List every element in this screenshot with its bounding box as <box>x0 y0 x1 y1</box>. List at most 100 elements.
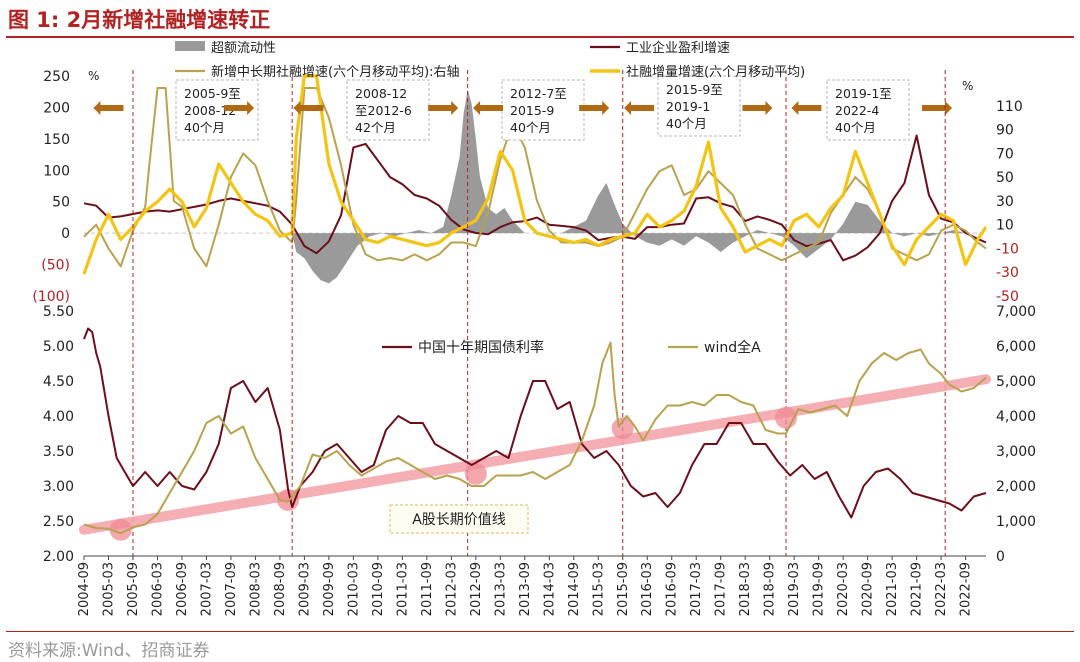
period-box-line: 2008-12 <box>184 103 236 118</box>
right-arrow-icon <box>579 101 610 115</box>
top-right-tick: 30 <box>996 194 1014 210</box>
period-box-line: 40个月 <box>184 120 225 135</box>
period-box-line: 42个月 <box>355 120 396 135</box>
x-tick-label: 2006-09 <box>175 562 190 616</box>
x-tick-label: 2017-09 <box>714 562 729 616</box>
bottom-left-tick: 3.00 <box>43 479 74 495</box>
legend-label: 中国十年期国债利率 <box>418 339 544 356</box>
x-tick-label: 2013-09 <box>518 562 533 616</box>
bottom-left-tick: 5.00 <box>43 339 74 355</box>
top-left-tick: 100 <box>43 163 70 179</box>
annotation-box <box>389 504 529 534</box>
legend-label: 新增中长期社融增速(六个月移动平均):右轴 <box>211 64 460 80</box>
x-tick-label: 2007-03 <box>199 562 214 616</box>
bottom-left-tick: 2.00 <box>43 549 74 565</box>
x-tick-label: 2014-03 <box>542 562 557 616</box>
top-left-tick: (50) <box>41 258 70 274</box>
bottom-right-tick: 1,000 <box>996 514 1036 530</box>
series-tsf-increment-line <box>82 74 988 275</box>
bottom-left-tick: 4.50 <box>43 374 74 390</box>
x-tick-label: 2020-03 <box>836 562 851 616</box>
top-right-tick: 110 <box>996 99 1023 115</box>
left-arrow-icon <box>791 101 822 115</box>
period-box-line: 40个月 <box>835 120 876 135</box>
x-tick-label: 2021-03 <box>885 562 900 616</box>
top-left-tick: (100) <box>32 289 70 305</box>
bottom-right-tick: 2,000 <box>996 479 1036 495</box>
legend-label: 社融增量增速(六个月移动平均) <box>626 64 805 80</box>
x-tick-label: 2010-09 <box>371 562 386 616</box>
top-right-tick: -10 <box>996 241 1019 257</box>
bottom-left-tick: 3.50 <box>43 444 74 460</box>
x-tick-label: 2004-09 <box>77 562 92 616</box>
period-box-line: 40个月 <box>666 116 707 131</box>
x-tick-label: 2016-09 <box>665 562 680 616</box>
right-arrow-icon <box>922 101 953 115</box>
bottom-right-tick: 3,000 <box>996 444 1036 460</box>
bottom-left-tick: 5.50 <box>43 304 74 320</box>
bottom-right-tick: 6,000 <box>996 339 1036 355</box>
x-tick-label: 2006-03 <box>151 562 166 616</box>
right-arrow-icon <box>742 101 773 115</box>
period-box-line: 2015-9至 <box>666 82 723 97</box>
x-tick-label: 2015-03 <box>591 562 606 616</box>
annotation-label: A股长期价值线 <box>412 512 506 528</box>
period-box-line: 2019-1 <box>666 99 710 114</box>
legend-label: wind全A <box>704 339 761 356</box>
period-box-line: 2012-7至 <box>510 86 567 101</box>
x-tick-label: 2009-09 <box>322 562 337 616</box>
series-excess-liquidity-area <box>292 89 978 284</box>
long-term-value-line <box>79 374 991 535</box>
x-tick-label: 2019-03 <box>787 562 802 616</box>
x-tick-label: 2013-03 <box>493 562 508 616</box>
x-tick-label: 2022-03 <box>934 562 949 616</box>
period-box-line: 2022-4 <box>835 103 879 118</box>
x-tick-label: 2014-09 <box>567 562 582 616</box>
left-arrow-icon <box>624 101 655 115</box>
period-box-line: 2019-1至 <box>835 86 892 101</box>
x-tick-label: 2020-09 <box>861 562 876 616</box>
top-left-tick: 50 <box>52 195 70 211</box>
left-arrow-icon <box>93 101 124 115</box>
bottom-right-tick: 0 <box>996 549 1005 565</box>
top-right-tick: -50 <box>996 289 1019 305</box>
source-rule <box>6 631 1074 632</box>
x-tick-label: 2012-03 <box>444 562 459 616</box>
left-arrow-icon <box>473 101 504 115</box>
x-tick-label: 2008-03 <box>248 562 263 616</box>
period-box-line: 2015-9 <box>510 103 554 118</box>
top-left-tick: 0 <box>61 226 70 242</box>
legend-label: 工业企业盈利增速 <box>626 40 730 56</box>
period-box-line: 40个月 <box>510 120 551 135</box>
top-right-tick: 10 <box>996 218 1014 234</box>
x-tick-label: 2009-03 <box>297 562 312 616</box>
value-touch-point <box>109 518 132 541</box>
top-right-tick: 70 <box>996 146 1014 162</box>
bottom-right-tick: 5,000 <box>996 374 1036 390</box>
title-rule <box>6 36 1074 38</box>
x-tick-label: 2007-09 <box>224 562 239 616</box>
x-tick-label: 2018-09 <box>763 562 778 616</box>
period-box <box>826 79 910 141</box>
top-left-unit: % <box>88 69 99 83</box>
bottom-left-tick: 4.00 <box>43 409 74 425</box>
x-tick-label: 2008-09 <box>273 562 288 616</box>
x-tick-label: 2005-03 <box>102 562 117 616</box>
period-box-line: 至2012-6 <box>355 103 412 118</box>
legend-swatch <box>175 41 205 51</box>
x-tick-label: 2010-03 <box>346 562 361 616</box>
x-tick-label: 2011-09 <box>420 562 435 616</box>
top-left-tick: 250 <box>43 69 70 85</box>
period-box-line: 2008-12 <box>355 86 407 101</box>
x-tick-label: 2017-03 <box>689 562 704 616</box>
source-note: 资料来源:Wind、招商证券 <box>8 641 210 661</box>
x-tick-label: 2015-09 <box>616 562 631 616</box>
x-tick-label: 2016-03 <box>640 562 655 616</box>
top-left-tick: 150 <box>43 132 70 148</box>
bottom-left-tick: 2.50 <box>43 514 74 530</box>
top-right-tick: 50 <box>996 170 1014 186</box>
x-tick-label: 2019-09 <box>812 562 827 616</box>
top-left-tick: 200 <box>43 100 70 116</box>
legend-label: 超额流动性 <box>211 41 276 56</box>
